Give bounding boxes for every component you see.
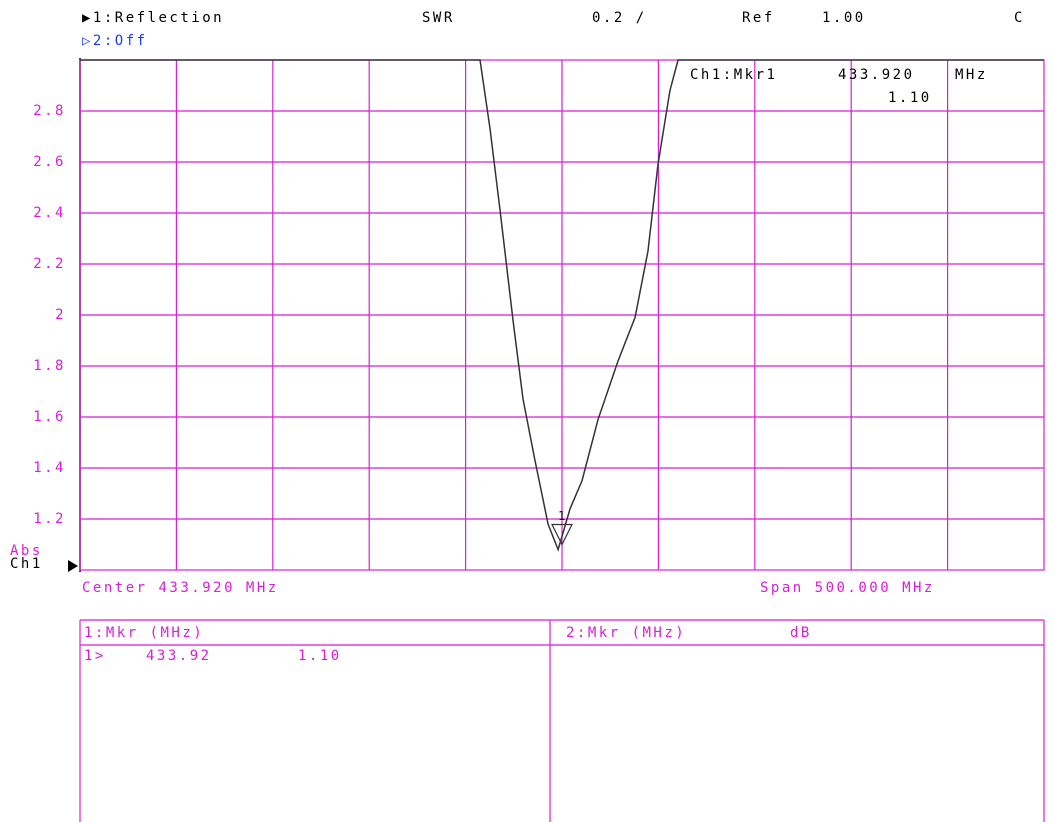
center-label: Center 433.920 MHz <box>82 580 279 596</box>
readout-value: 1.10 <box>888 90 932 106</box>
channel-flag: C <box>1014 10 1025 26</box>
y-tick-label: 2.4 <box>33 205 66 221</box>
readout-label: Ch1:Mkr1 <box>690 67 777 83</box>
marker <box>551 523 573 546</box>
table-header: 2:Mkr (MHz) <box>566 625 686 641</box>
ch-label: Ch1 <box>10 556 43 572</box>
abs-label: Abs <box>10 543 43 559</box>
table-cell: 1> <box>84 648 106 664</box>
table-header: dB <box>790 625 812 641</box>
table-cell: 433.92 <box>146 648 212 664</box>
ref-value: 1.00 <box>822 10 866 26</box>
marker-label: 1 <box>558 509 568 523</box>
readout-unit: MHz <box>955 67 988 83</box>
y-tick-label: 2.8 <box>33 103 66 119</box>
y-tick-label: 2.6 <box>33 154 66 170</box>
y-tick-label: 2.2 <box>33 256 66 272</box>
y-tick-label: 1.2 <box>33 511 66 527</box>
readout-freq: 433.920 <box>838 67 915 83</box>
ch-pointer <box>68 560 78 572</box>
table-cell: 1.10 <box>298 648 342 664</box>
marker-table: 1:Mkr (MHz) 2:Mkr (MHz) dB 1> 433.92 1.1… <box>79 619 1045 822</box>
span-label: Span 500.000 MHz <box>760 580 935 596</box>
table-header: 1:Mkr (MHz) <box>84 625 204 641</box>
y-tick-label: 2 <box>55 307 66 323</box>
y-tick-label: 1.8 <box>33 358 66 374</box>
ref-label: Ref <box>742 10 775 26</box>
trace1-label: ▶1:Reflection <box>82 10 224 26</box>
trace <box>80 59 1044 552</box>
format: SWR <box>422 10 455 26</box>
y-tick-label: 1.4 <box>33 460 66 476</box>
trace2-label: ▷2:Off <box>82 33 148 49</box>
y-tick-label: 1.6 <box>33 409 66 425</box>
scale: 0.2 / <box>592 10 647 26</box>
